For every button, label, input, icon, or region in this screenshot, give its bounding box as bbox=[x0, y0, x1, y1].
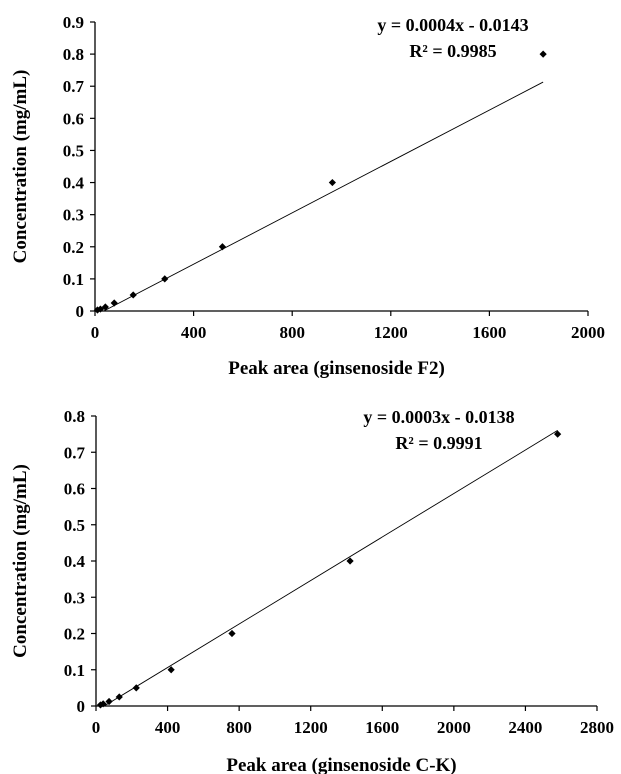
y-tick-label: 0.6 bbox=[64, 480, 85, 499]
data-point bbox=[539, 50, 547, 58]
data-point bbox=[129, 291, 137, 299]
x-tick-label: 0 bbox=[91, 323, 100, 342]
x-tick-label: 2400 bbox=[508, 718, 542, 737]
x-tick-label: 2000 bbox=[571, 323, 605, 342]
data-point bbox=[228, 629, 236, 638]
x-tick-label: 1200 bbox=[294, 718, 328, 737]
y-tick-label: 0.5 bbox=[64, 516, 85, 535]
trendline bbox=[103, 430, 558, 707]
trendline-equation: y = 0.0004x - 0.0143 bbox=[377, 15, 528, 35]
x-tick-label: 2000 bbox=[437, 718, 471, 737]
x-tick-label: 1600 bbox=[472, 323, 506, 342]
y-tick-label: 0.4 bbox=[64, 552, 86, 571]
x-axis-title: Peak area (ginsenoside F2) bbox=[228, 358, 445, 379]
trendline-equation: y = 0.0003x - 0.0138 bbox=[363, 407, 514, 427]
y-tick-label: 0.8 bbox=[64, 407, 85, 426]
y-tick-label: 0.7 bbox=[63, 77, 85, 96]
y-tick-label: 0 bbox=[76, 302, 85, 321]
y-tick-label: 0.3 bbox=[63, 206, 84, 225]
x-axis-title: Peak area (ginsenoside C-K) bbox=[226, 755, 456, 774]
data-point bbox=[110, 299, 118, 307]
data-point bbox=[105, 697, 113, 706]
data-point bbox=[96, 305, 105, 313]
x-tick-label: 1600 bbox=[365, 718, 399, 737]
y-tick-label: 0.7 bbox=[64, 443, 86, 462]
y-tick-label: 0.2 bbox=[64, 625, 85, 644]
data-point bbox=[328, 178, 336, 187]
r-squared-label: R² = 0.9985 bbox=[409, 41, 496, 61]
data-point bbox=[132, 684, 140, 692]
y-tick-label: 0.8 bbox=[63, 45, 84, 64]
data-point bbox=[115, 693, 123, 701]
y-tick-label: 0.1 bbox=[63, 270, 84, 289]
y-tick-label: 0.5 bbox=[63, 141, 84, 160]
y-tick-label: 0.9 bbox=[63, 13, 84, 32]
y-tick-label: 0 bbox=[77, 697, 86, 716]
x-tick-label: 1200 bbox=[374, 323, 408, 342]
data-point bbox=[99, 700, 107, 708]
y-tick-label: 0.2 bbox=[63, 238, 84, 257]
chart-ginsenoside-ck: 0 0.1 0.2 0.3 0.4 0.5 0.6 0.7 0.8 0 400 800 1200 1600… bbox=[10, 407, 614, 774]
data-point bbox=[346, 557, 354, 565]
data-point bbox=[218, 243, 227, 251]
x-tick-label: 400 bbox=[155, 718, 181, 737]
r-squared-label: R² = 0.9991 bbox=[395, 433, 482, 453]
y-tick-label: 0.6 bbox=[63, 109, 84, 128]
y-tick-label: 0.3 bbox=[64, 588, 85, 607]
y-tick-label: 0.1 bbox=[64, 661, 85, 680]
y-axis-title: Concentration (mg/mL) bbox=[10, 70, 31, 264]
x-tick-label: 0 bbox=[92, 718, 101, 737]
y-axis-title: Concentration (mg/mL) bbox=[10, 464, 31, 658]
data-point bbox=[161, 275, 169, 283]
data-point bbox=[554, 430, 562, 438]
chart-ginsenoside-f2: 0 0.1 0.2 0.3 0.4 0.5 0.6 0.7 0.8 0.9 0 400 800 1200 1… bbox=[10, 13, 605, 379]
x-tick-label: 400 bbox=[181, 323, 207, 342]
x-tick-label: 800 bbox=[279, 323, 305, 342]
data-point bbox=[101, 303, 109, 311]
x-tick-label: 800 bbox=[226, 718, 252, 737]
trendline bbox=[103, 81, 544, 312]
data-point bbox=[167, 666, 175, 674]
x-tick-label: 2800 bbox=[580, 718, 614, 737]
y-tick-label: 0.4 bbox=[63, 174, 85, 193]
